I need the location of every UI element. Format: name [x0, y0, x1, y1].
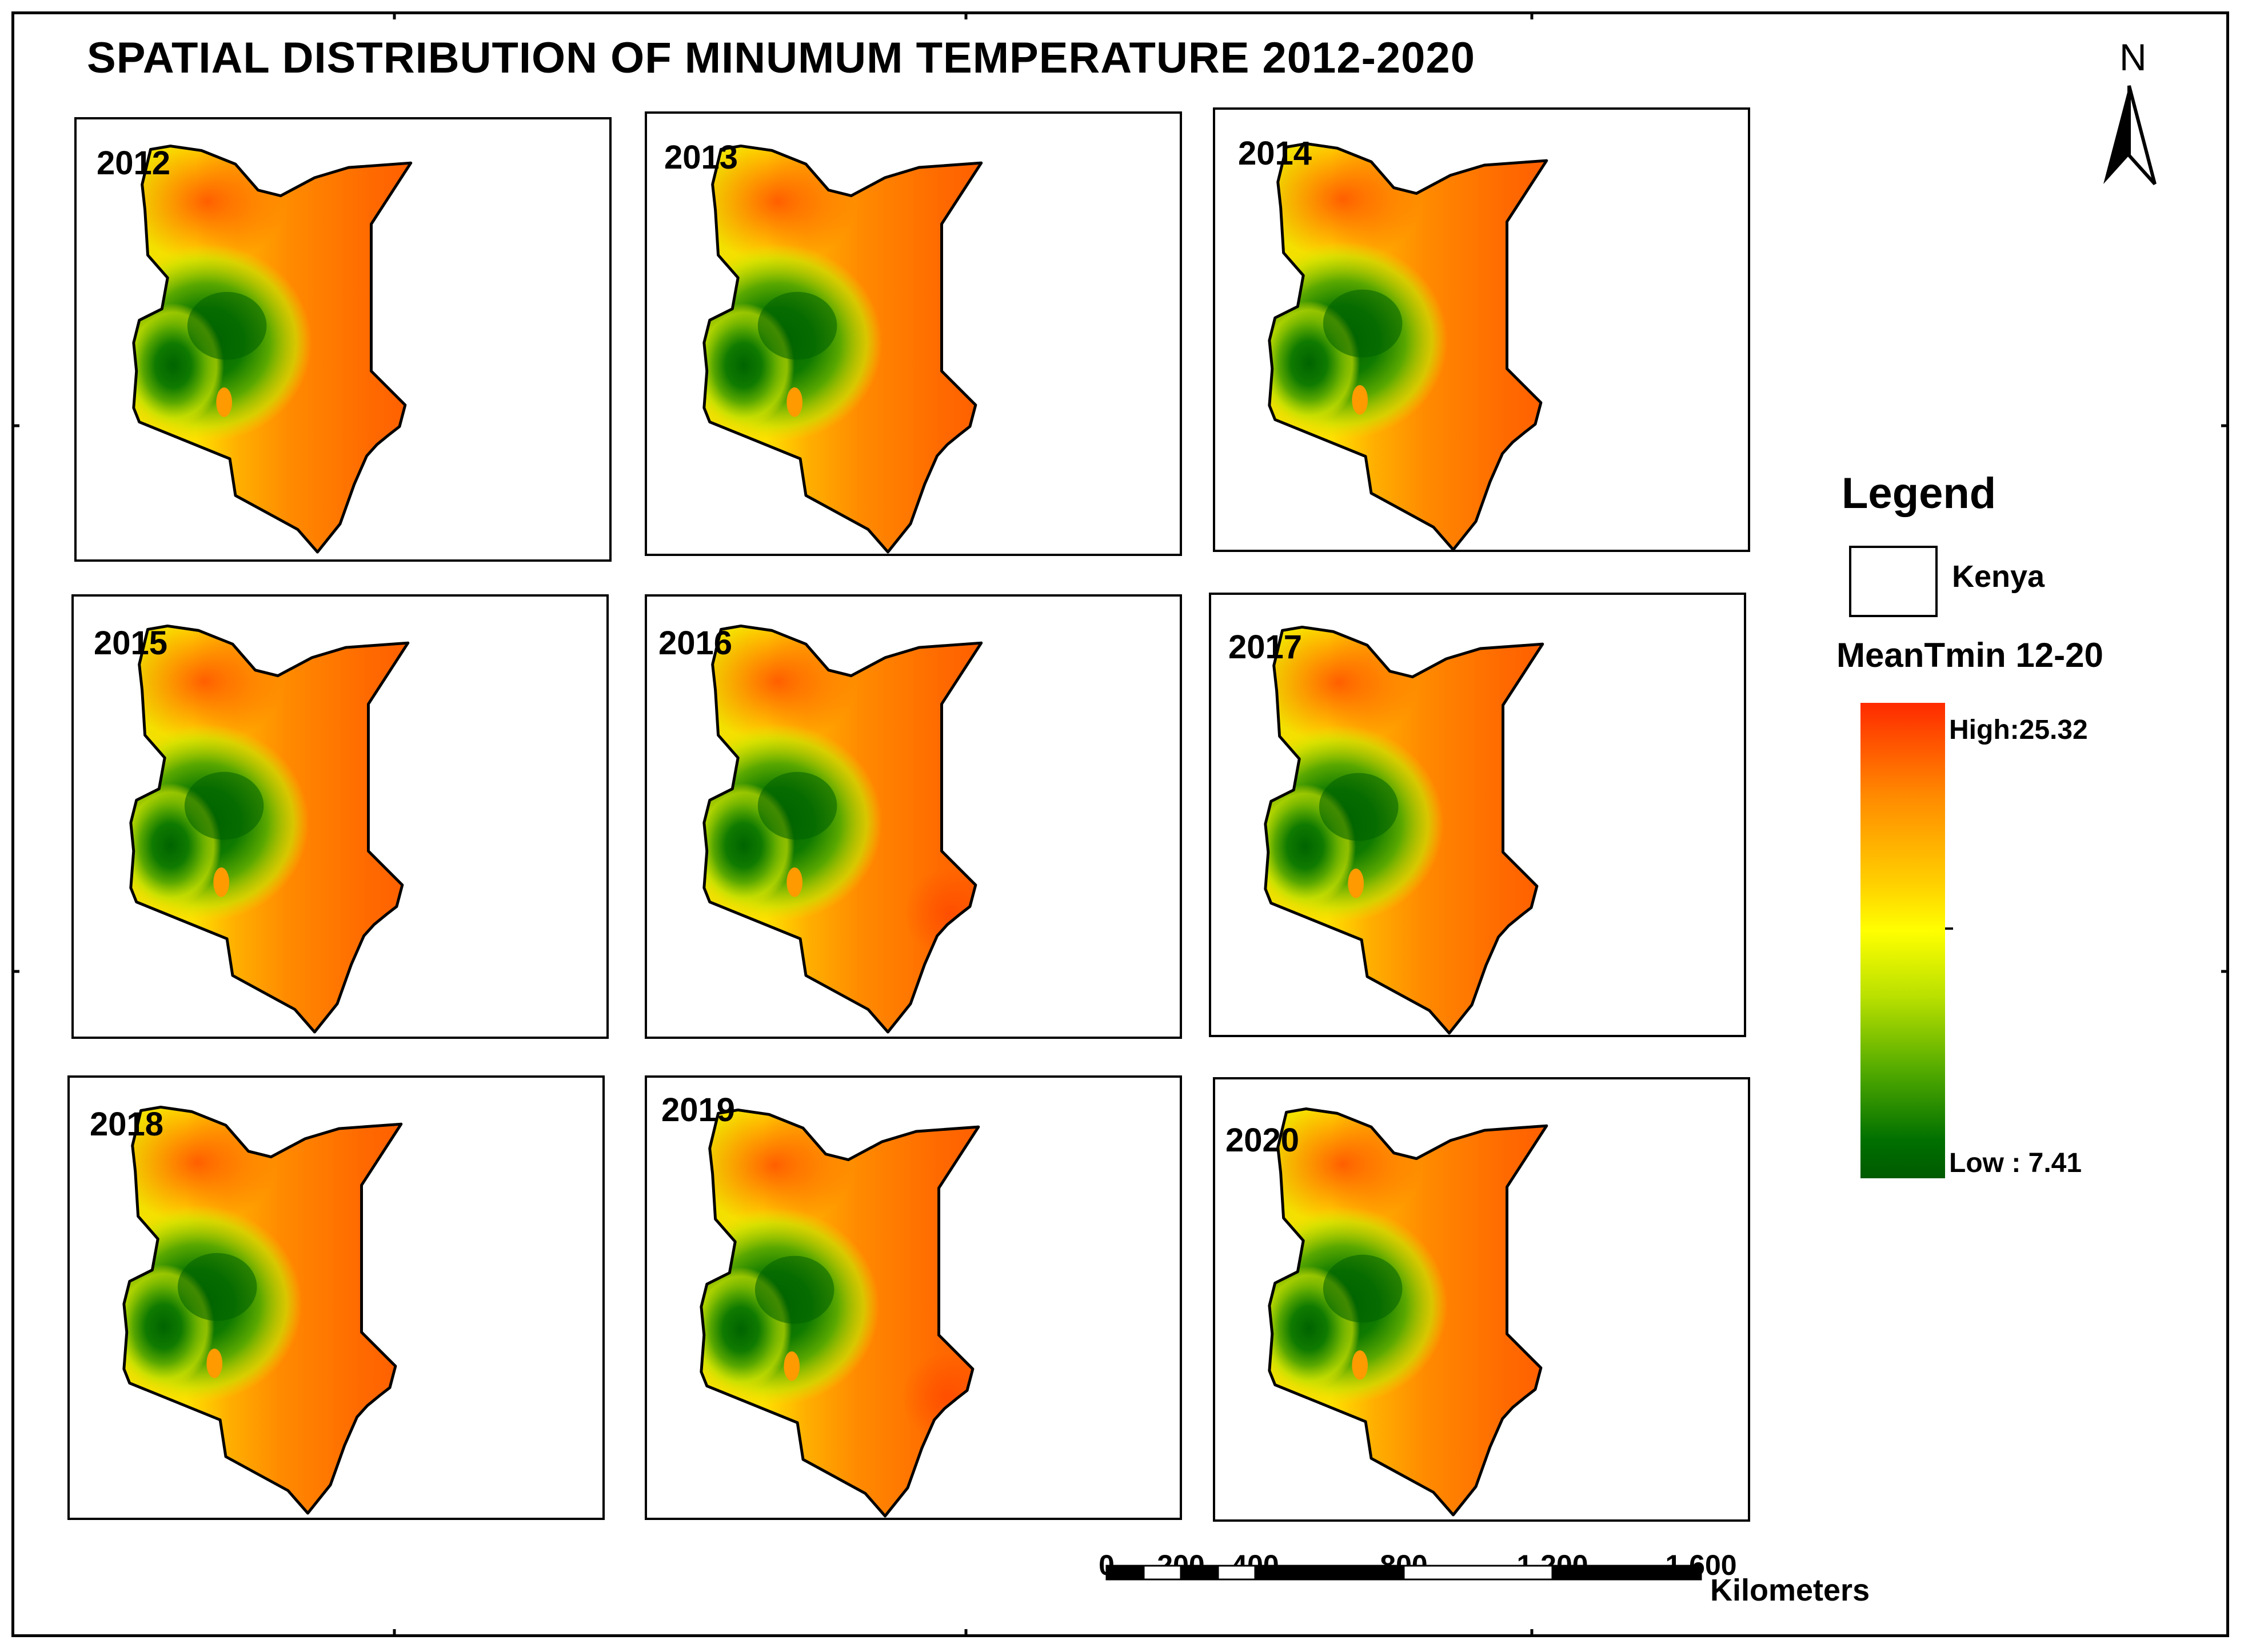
- map-year-label: 2018: [90, 1106, 164, 1143]
- map-panel-2017: 2017: [1209, 593, 1746, 1037]
- kenya-shape-group: [702, 144, 983, 554]
- map-panel-2016: 2016: [645, 594, 1182, 1039]
- map-year-label: 2015: [94, 625, 168, 662]
- north-label: N: [2119, 36, 2147, 78]
- kenya-temperature-map: [122, 1105, 403, 1515]
- map-title: SPATIAL DISTRIBUTION OF MINUMUM TEMPERAT…: [87, 34, 1475, 82]
- map-panel-2013: 2013: [645, 111, 1182, 556]
- map-panel-2012: 2012: [74, 117, 612, 562]
- map-year-label: 2013: [664, 139, 738, 176]
- kenya-shape-group: [700, 1108, 980, 1518]
- legend-title: Legend: [1842, 469, 1997, 518]
- kenya-temperature-map: [702, 144, 983, 554]
- scale-bar: [1105, 1565, 1702, 1581]
- kenya-temperature-map: [132, 145, 413, 554]
- kenya-shape-group: [702, 624, 983, 1034]
- legend-low-label: Low : 7.41: [1949, 1148, 2082, 1178]
- map-panel-2018: 2018: [67, 1075, 605, 1520]
- map-year-label: 2012: [97, 145, 171, 182]
- kenya-shape-group: [129, 624, 410, 1034]
- kenya-temperature-map: [1264, 625, 1544, 1035]
- kenya-temperature-map: [1268, 1107, 1548, 1517]
- legend-kenya-swatch: [1849, 546, 1938, 617]
- legend-color-ramp: [1860, 703, 1945, 1178]
- map-year-label: 2014: [1238, 135, 1312, 172]
- north-arrow-icon: [2103, 85, 2157, 186]
- map-panel-2020: 2020: [1213, 1077, 1750, 1522]
- kenya-shape-group: [1268, 1107, 1548, 1517]
- kenya-temperature-map: [702, 624, 983, 1034]
- legend-variable-label: MeanTmin 12-20: [1836, 636, 2103, 674]
- map-frame: [11, 11, 2229, 1637]
- kenya-shape-group: [132, 145, 413, 554]
- kenya-temperature-map: [700, 1108, 980, 1518]
- kenya-temperature-map: [1268, 142, 1548, 550]
- map-year-label: 2019: [661, 1091, 736, 1129]
- kenya-shape-group: [1264, 625, 1544, 1035]
- map-year-label: 2016: [658, 625, 733, 662]
- legend-kenya-label: Kenya: [1952, 559, 2045, 594]
- map-panel-2019: 2019: [645, 1075, 1182, 1520]
- legend-ramp-tick: [1945, 927, 1953, 930]
- map-year-label: 2017: [1228, 629, 1303, 666]
- map-panel-2014: 2014: [1213, 107, 1750, 552]
- scale-unit-label: Kilometers: [1710, 1573, 1870, 1607]
- map-panel-2015: 2015: [71, 594, 609, 1039]
- map-year-label: 2020: [1225, 1122, 1300, 1159]
- kenya-shape-group: [1268, 142, 1548, 550]
- kenya-temperature-map: [129, 624, 410, 1034]
- legend-high-label: High:25.32: [1949, 715, 2088, 745]
- kenya-shape-group: [122, 1105, 403, 1515]
